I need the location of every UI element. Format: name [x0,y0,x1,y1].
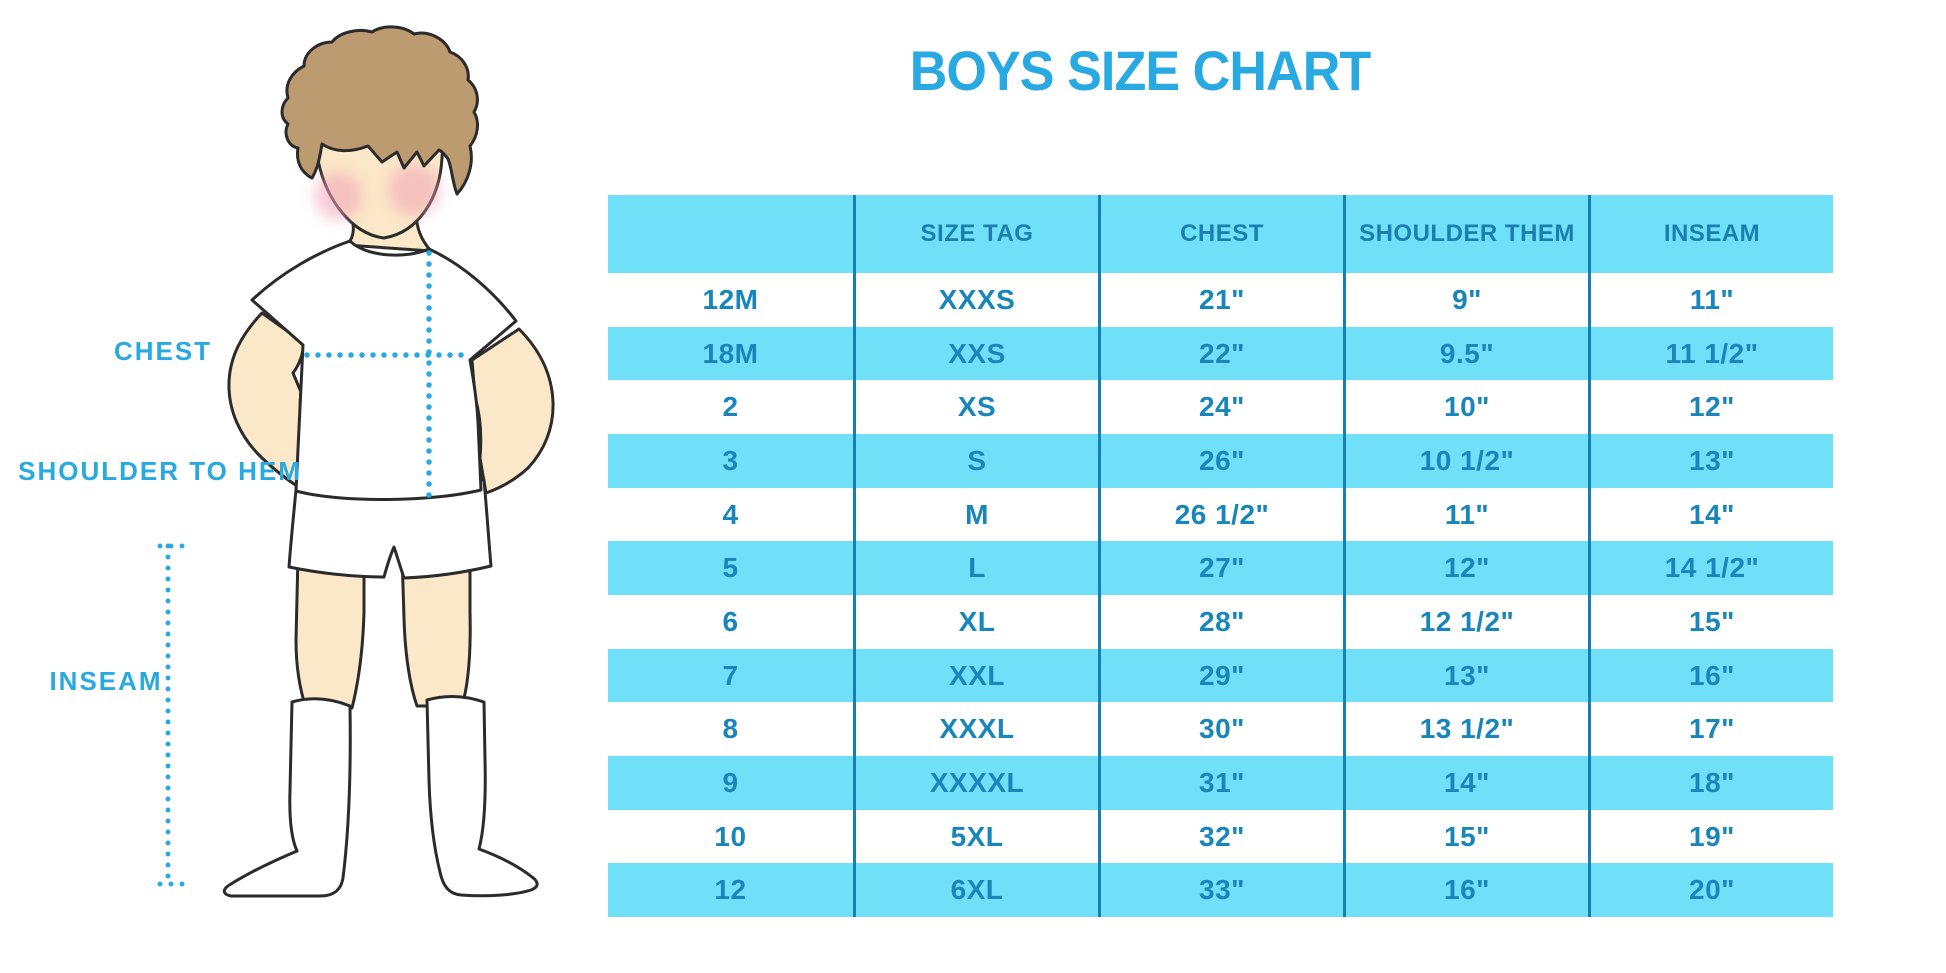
table-row: 6 XL 28" 12 1/2" 15" [608,595,1833,649]
table-cell-size-tag: M [853,487,1098,542]
table-cell-size-tag: XXXL [853,702,1098,757]
boy-figure-svg [157,25,555,898]
table-cell-size-tag: XXXXL [853,756,1098,810]
table-cell-size: 7 [722,659,739,691]
table-cell-chest: 32" [1098,809,1343,864]
table-cell-shoulder-hem: 13 1/2" [1343,702,1588,757]
table-cell-inseam: 15" [1588,595,1833,649]
table-cell-size: 3 [722,444,739,476]
table-cell-chest: 33" [1098,863,1343,918]
table-cell-chest: 31" [1098,756,1343,810]
table-cell-size-tag: XXXS [853,273,1098,327]
table-cell-inseam: 14" [1588,487,1833,542]
table-row: 12 6XL 33" 16" 20" [608,863,1833,918]
table-cell-size: 12 [714,874,747,906]
table-cell-size: 9 [722,766,739,798]
table-cell-shoulder-hem: 12" [1343,541,1588,596]
boy-left-sock [222,697,352,898]
table-cell-size-tag: S [853,434,1098,488]
table-header-cell-shoulder-hem: SHOULDER THEM [1343,195,1588,273]
page-title: BOYS SIZE CHART [909,39,1372,102]
table-cell-size: 6 [722,605,739,637]
boy-left-arm [227,311,306,491]
table-cell-chest: 26" [1098,434,1343,488]
table-cell-chest: 28" [1098,595,1343,649]
table-cell-inseam: 18" [1588,756,1833,810]
table-cell-shoulder-hem: 14" [1343,756,1588,810]
table-cell-size: 12M [702,283,759,315]
table-header-cell-chest: CHEST [1098,195,1343,273]
table-cell-shoulder-hem: 11" [1343,487,1588,542]
table-cell-size: 2 [722,391,739,423]
table-cell-chest: 27" [1098,541,1343,596]
boy-tshirt [250,239,518,501]
table-cell-inseam: 12" [1588,380,1833,435]
table-row: 2 XS 24" 10" 12" [608,380,1833,435]
table-cell-inseam: 11" [1588,273,1833,327]
table-cell-size: 5 [722,552,739,584]
table-header-row: SIZE TAG CHEST SHOULDER THEM INSEAM [608,195,1833,273]
table-cell-size: 8 [722,713,739,745]
inseam-measure-line [157,543,196,887]
table-header-cell-blank [608,195,853,273]
boy-figure-illustration [0,0,600,973]
table-cell-shoulder-hem: 15" [1343,809,1588,864]
boy-left-leg [294,553,366,710]
boy-hair [280,25,479,196]
table-row: 5 L 27" 12" 14 1/2" [608,541,1833,596]
table-cell-inseam: 13" [1588,434,1833,488]
table-cell-chest: 29" [1098,648,1343,703]
table-cell-size: 4 [722,498,739,530]
table-cell-shoulder-hem: 12 1/2" [1343,595,1588,649]
table-cell-inseam: 19" [1588,809,1833,864]
table-cell-size-tag: XXL [853,648,1098,703]
table-row: 10 5XL 32" 15" 19" [608,809,1833,864]
table-row: 3 S 26" 10 1/2" 13" [608,434,1833,488]
table-body: 12M XXXS 21" 9" 11" 18M XXS 22" 9.5" 11 … [608,273,1833,918]
table-cell-size: 10 [714,820,747,852]
table-cell-shoulder-hem: 13" [1343,648,1588,703]
table-cell-size-tag: XL [853,595,1098,649]
table-cell-size-tag: XS [853,380,1098,435]
table-cell-chest: 26 1/2" [1098,487,1343,542]
table-cell-size-tag: L [853,541,1098,596]
boys-size-table: SIZE TAG CHEST SHOULDER THEM INSEAM 12M … [608,195,1833,918]
table-header-cell-size-tag: SIZE TAG [853,195,1098,273]
table-cell-shoulder-hem: 10 1/2" [1343,434,1588,488]
boy-right-sock [425,695,539,898]
boy-right-cheek [388,164,440,216]
table-cell-shoulder-hem: 9" [1343,273,1588,327]
table-cell-chest: 30" [1098,702,1343,757]
table-cell-size-tag: XXS [853,326,1098,381]
table-row: 4 M 26 1/2" 11" 14" [608,487,1833,542]
table-cell-size: 18M [702,337,759,369]
table-row: 8 XXXL 30" 13 1/2" 17" [608,702,1833,757]
boy-left-cheek [314,172,362,220]
table-cell-inseam: 11 1/2" [1588,326,1833,381]
table-cell-inseam: 20" [1588,863,1833,918]
table-cell-inseam: 17" [1588,702,1833,757]
table-row: 9 XXXXL 31" 14" 18" [608,756,1833,810]
table-cell-inseam: 14 1/2" [1588,541,1833,596]
chest-label: CHEST [113,336,213,366]
table-cell-chest: 22" [1098,326,1343,381]
table-header-cell-inseam: INSEAM [1588,195,1833,273]
table-row: 7 XXL 29" 13" 16" [608,648,1833,703]
boy-shorts [287,478,493,580]
boy-right-arm [470,327,555,495]
table-cell-shoulder-hem: 16" [1343,863,1588,918]
table-row: 12M XXXS 21" 9" 11" [608,273,1833,327]
table-cell-size-tag: 6XL [853,863,1098,918]
shoulder-to-hem-label: SHOULDER TO HEM [18,456,302,486]
table-cell-size-tag: 5XL [853,809,1098,864]
table-cell-shoulder-hem: 10" [1343,380,1588,435]
table-cell-inseam: 16" [1588,648,1833,703]
table-row: 18M XXS 22" 9.5" 11 1/2" [608,326,1833,381]
table-cell-shoulder-hem: 9.5" [1343,326,1588,381]
table-cell-chest: 24" [1098,380,1343,435]
inseam-label: INSEAM [49,666,163,696]
table-cell-chest: 21" [1098,273,1343,327]
